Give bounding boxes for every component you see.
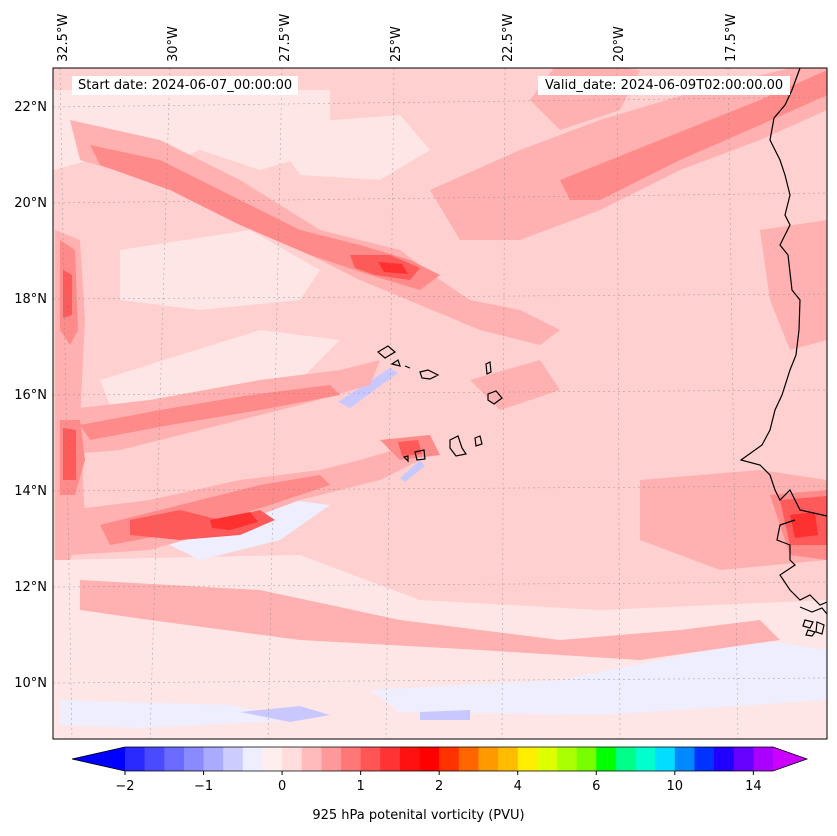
peak-cores (63, 255, 827, 545)
colorbar-segment (635, 747, 656, 771)
latitude-label: 16°N (14, 388, 47, 403)
latitude-label: 14°N (14, 484, 47, 499)
colorbar-segment (282, 747, 303, 771)
colorbar-segment (753, 747, 774, 771)
colorbar-over-arrow (773, 747, 807, 771)
latitude-label: 10°N (14, 676, 47, 691)
colorbar-segment (478, 747, 499, 771)
colorbar-segment (341, 747, 362, 771)
colorbar-segment (242, 747, 263, 771)
longitude-label: 17.5°W (724, 14, 739, 62)
colorbar-ticks: −2 −1 0 1 2 4 6 10 14 (115, 771, 762, 794)
colorbar-segment (576, 747, 597, 771)
colorbar-segment (439, 747, 460, 771)
longitude-label: 30°W (166, 26, 181, 62)
colorbar-label: 925 hPa potenital vorticity (PVU) (312, 808, 525, 823)
colorbar-segment (733, 747, 754, 771)
longitude-label: 22.5°W (501, 14, 516, 62)
guinea-bissau-coast (799, 606, 827, 637)
colorbar-segment (674, 747, 695, 771)
latitude-label: 18°N (14, 292, 47, 307)
colorbar-segment (183, 747, 205, 771)
colorbar-segment (537, 747, 558, 771)
colorbar-segment (223, 747, 244, 771)
colorbar-tick-label: 1 (356, 779, 364, 794)
longitude-labels: 32.5°W 30°W 27.5°W 25°W 22.5°W 20°W 17.5°W (56, 14, 739, 62)
colorbar-tick-label: 0 (278, 779, 286, 794)
colorbar-under-arrow (72, 747, 125, 771)
colorbar-segment (655, 747, 676, 771)
colorbar-segment (125, 747, 146, 771)
colorbar-tick-label: 4 (514, 779, 522, 794)
colorbar-segment (321, 747, 342, 771)
colorbar-tick-label: 14 (745, 779, 762, 794)
pv-contour-field (53, 68, 827, 739)
map-frame (52, 67, 828, 740)
colorbar-segment (615, 747, 637, 771)
colorbar-tick-label: 2 (435, 779, 443, 794)
colorbar-segment (458, 747, 479, 771)
longitude-label: 27.5°W (278, 14, 293, 62)
colorbar-tick-label: −2 (115, 779, 134, 794)
longitude-label: 25°W (389, 26, 404, 62)
colorbar-segment (517, 747, 538, 771)
cape-verde-islands (376, 345, 503, 463)
latitude-label: 12°N (14, 580, 47, 595)
colorbar-segment (360, 747, 381, 771)
graticule (53, 68, 827, 739)
colorbar-segment (557, 747, 578, 771)
colorbar-segment (380, 747, 401, 771)
colorbar-tick-label: 6 (592, 779, 600, 794)
longitude-label: 20°W (612, 26, 627, 62)
latitude-label: 20°N (14, 196, 47, 211)
african-coastline (739, 68, 827, 606)
latitude-label: 22°N (14, 100, 47, 115)
longitude-label: 32.5°W (56, 14, 71, 62)
colorbar-segment (144, 747, 165, 771)
colorbar-tick-label: 10 (667, 779, 684, 794)
latitude-labels: 22°N 20°N 18°N 16°N 14°N 12°N 10°N (14, 100, 47, 691)
colorbar-segment (301, 747, 322, 771)
colorbar-segment (262, 747, 283, 771)
colorbar-segment (596, 747, 617, 771)
colorbar-segment (419, 747, 440, 771)
colorbar (71, 746, 809, 772)
coastlines (376, 68, 827, 637)
colorbar-segment (399, 747, 421, 771)
start-date-label: Start date: 2024-06-07_00:00:00 (72, 76, 299, 95)
colorbar-segment (164, 747, 185, 771)
valid-date-label: Valid_date: 2024-06-09T02:00:00.00 (538, 76, 791, 95)
colorbar-segment (714, 747, 735, 771)
colorbar-segment (694, 747, 715, 771)
colorbar-segment (203, 747, 224, 771)
colorbar-segment (498, 747, 519, 771)
colorbar-tick-label: −1 (194, 779, 213, 794)
